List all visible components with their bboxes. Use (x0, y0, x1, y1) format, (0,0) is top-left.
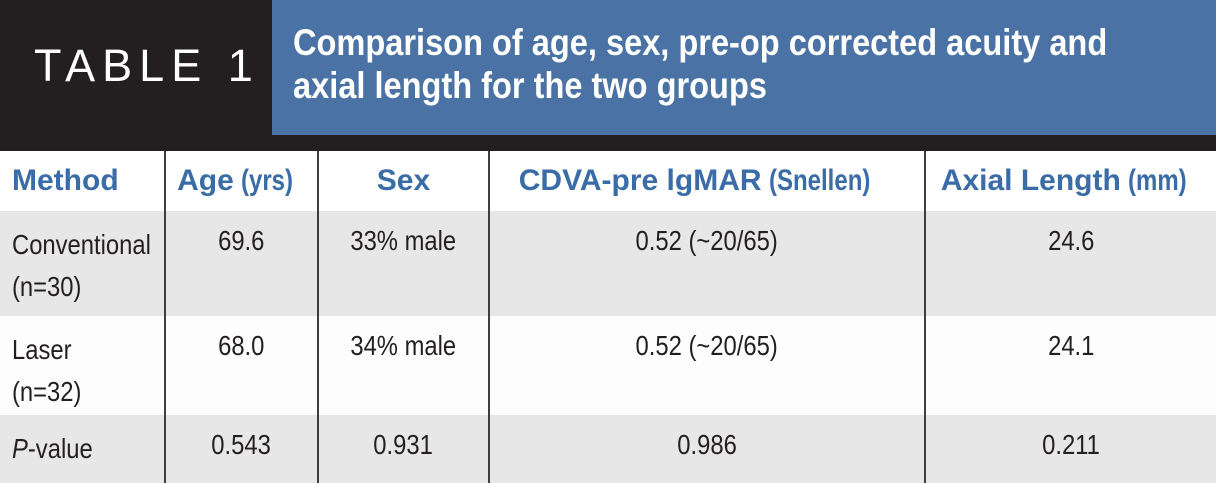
cell-age-pvalue: 0.543 (164, 415, 317, 483)
cdva-value: 0.52 (~20/65) (635, 330, 779, 361)
table-title-line-2: axial length for the two groups (293, 65, 767, 106)
sex-value: 34% male (350, 330, 457, 361)
axial-value: 24.1 (1047, 330, 1095, 361)
column-header-label: Sex (376, 164, 431, 197)
cdva-value: 0.52 (~20/65) (635, 225, 779, 256)
method-n: (n=30) (12, 271, 82, 302)
cell-axial-conventional: 24.6 (924, 211, 1216, 316)
cell-age-laser: 68.0 (164, 316, 317, 415)
method-label: Conventional (n=30) (12, 224, 151, 308)
data-table: Method Age (yrs) Sex CDVA-pre lgMAR (Sne… (0, 151, 1216, 483)
axial-pvalue: 0.211 (1042, 429, 1100, 460)
method-label: Laser (n=32) (12, 329, 81, 413)
cell-method-pvalue: P-value (0, 415, 164, 483)
cell-age-conventional: 69.6 (164, 211, 317, 316)
method-name: Conventional (12, 229, 151, 260)
pvalue-rest: -value (27, 433, 93, 464)
column-header-label: Method (12, 164, 119, 197)
column-header-cdva: CDVA-pre lgMAR (Snellen) (488, 151, 924, 211)
method-n: (n=32) (12, 376, 82, 407)
column-header-label: Age (177, 164, 234, 197)
column-header-age: Age (yrs) (164, 151, 317, 211)
cell-axial-laser: 24.1 (924, 316, 1216, 415)
cell-sex-laser: 34% male (317, 316, 488, 415)
column-header-method: Method (0, 151, 164, 211)
column-header-sex: Sex (317, 151, 488, 211)
header-band: TABLE 1 Comparison of age, sex, pre-op c… (0, 0, 1216, 151)
sex-pvalue: 0.931 (373, 429, 434, 460)
method-name: Laser (12, 334, 72, 365)
age-pvalue: 0.543 (211, 429, 272, 460)
column-header-unit: (yrs) (240, 164, 293, 197)
cell-sex-pvalue: 0.931 (317, 415, 488, 483)
pvalue-p: P (12, 433, 28, 464)
table-number-label: TABLE 1 (34, 40, 260, 91)
column-header-unit: (mm) (1127, 164, 1187, 197)
cell-method-conventional: Conventional (n=30) (0, 211, 164, 316)
cell-sex-conventional: 33% male (317, 211, 488, 316)
age-value: 69.6 (218, 225, 265, 256)
column-header-unit: (Snellen) (768, 164, 870, 197)
table-title-line-1: Comparison of age, sex, pre-op corrected… (293, 22, 1108, 63)
title-box: Comparison of age, sex, pre-op corrected… (272, 0, 1216, 135)
age-value: 68.0 (218, 330, 265, 361)
column-header-label: CDVA-pre lgMAR (518, 164, 762, 197)
cdva-pvalue: 0.986 (677, 429, 737, 460)
cell-cdva-conventional: 0.52 (~20/65) (488, 211, 924, 316)
axial-value: 24.6 (1047, 225, 1095, 256)
column-header-axial-length: Axial Length (mm) (924, 151, 1216, 211)
cell-axial-pvalue: 0.211 (924, 415, 1216, 483)
column-header-label: Axial Length (940, 164, 1121, 197)
cell-method-laser: Laser (n=32) (0, 316, 164, 415)
pvalue-label: P-value (12, 428, 93, 470)
sex-value: 33% male (350, 225, 457, 256)
cell-cdva-laser: 0.52 (~20/65) (488, 316, 924, 415)
cell-cdva-pvalue: 0.986 (488, 415, 924, 483)
